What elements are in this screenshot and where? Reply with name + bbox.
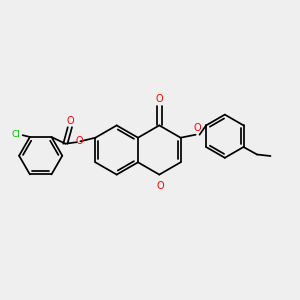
Text: O: O xyxy=(193,123,201,133)
Text: Cl: Cl xyxy=(11,130,20,139)
Text: O: O xyxy=(75,136,83,146)
Text: O: O xyxy=(157,181,165,191)
Text: O: O xyxy=(155,94,163,104)
Text: O: O xyxy=(66,116,74,126)
